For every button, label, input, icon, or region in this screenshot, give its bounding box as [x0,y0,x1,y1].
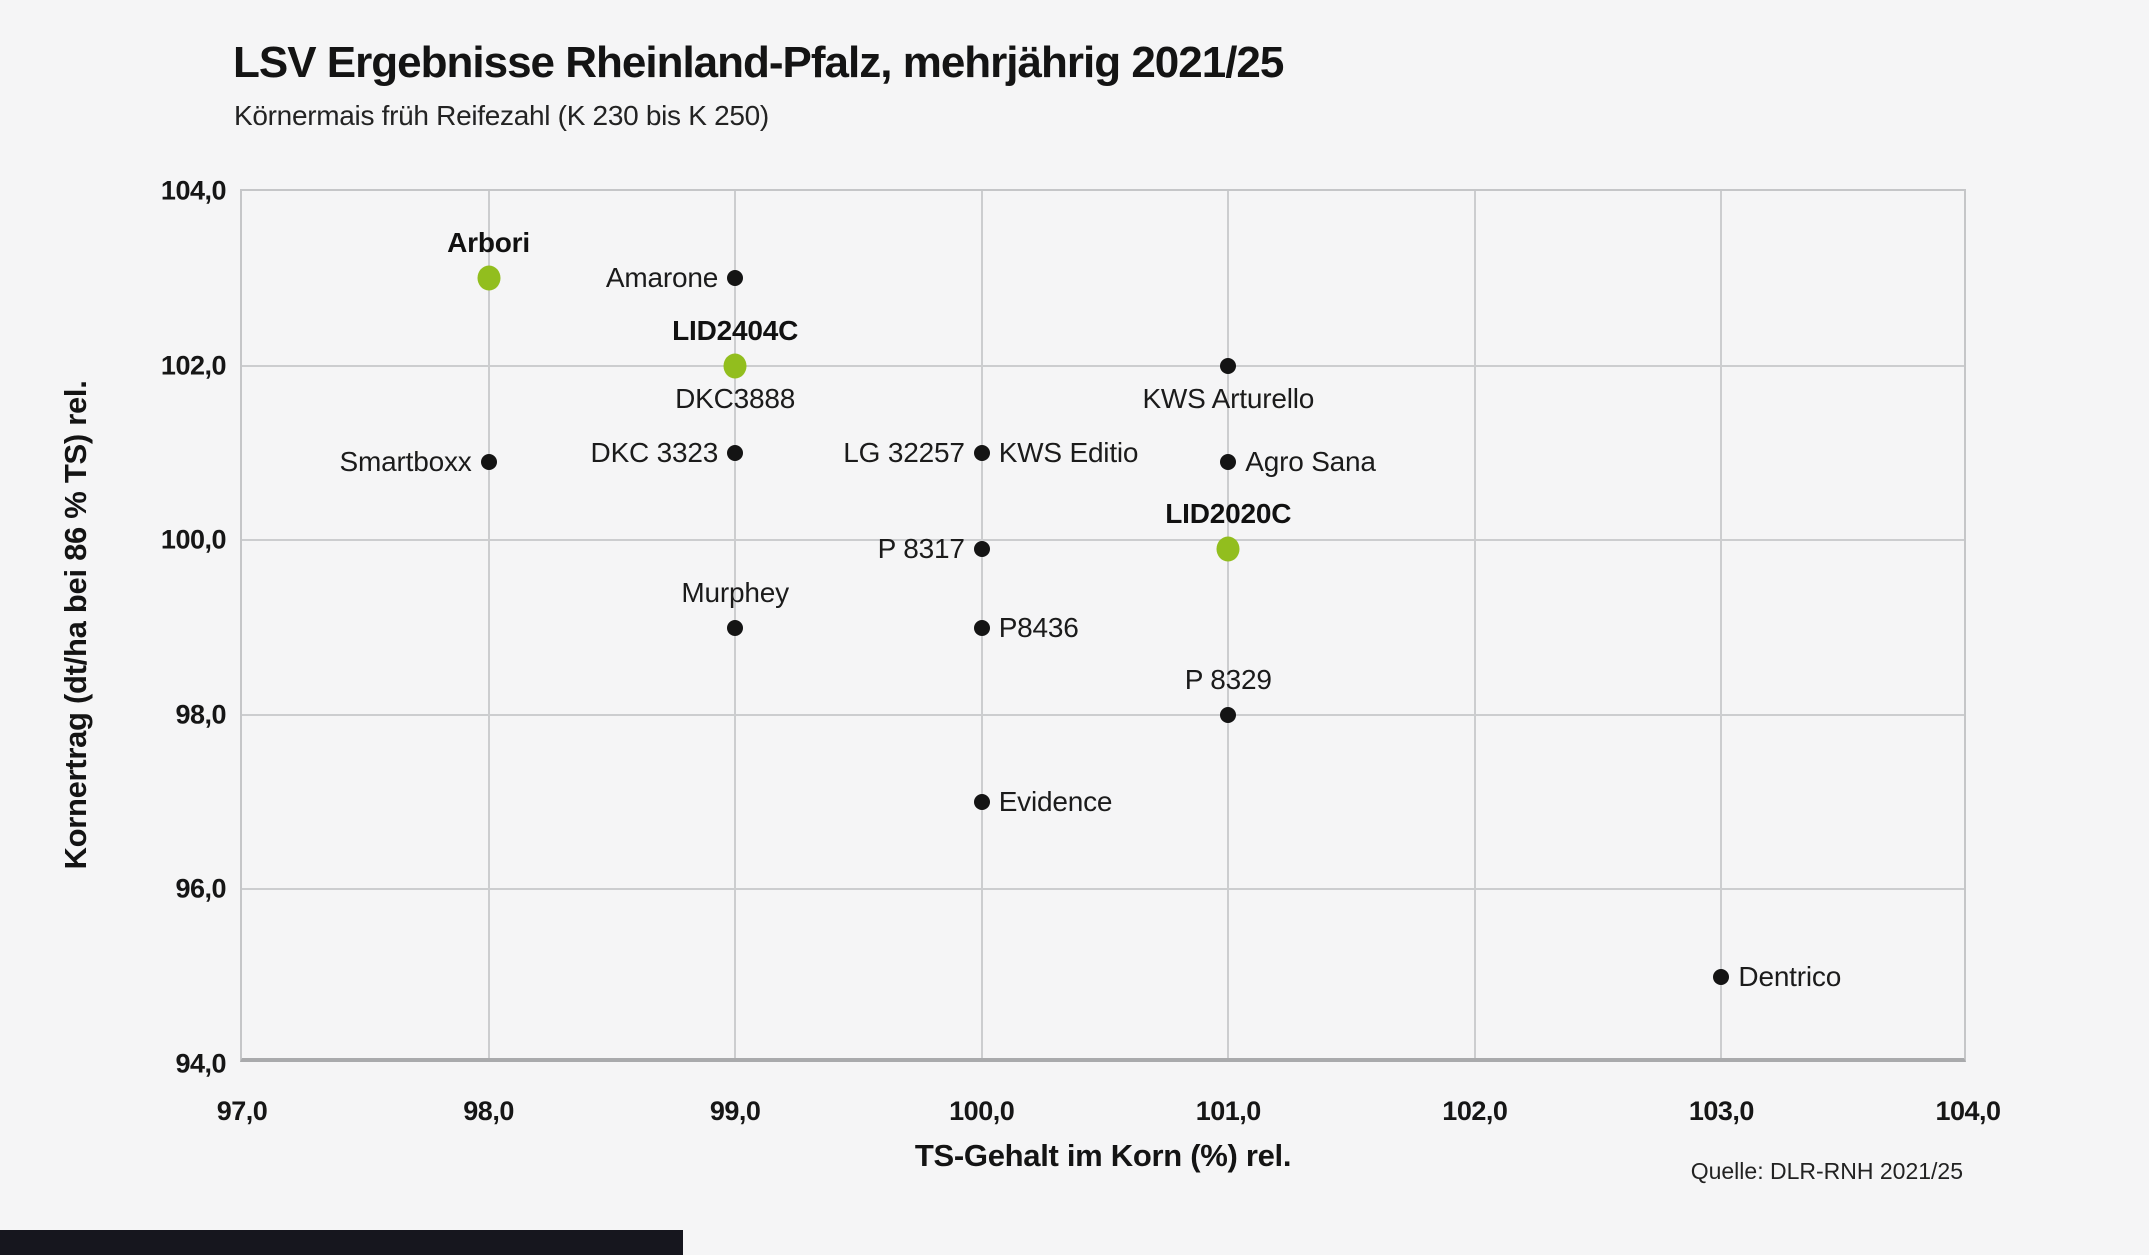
y-axis-title: Kornertrag (dt/ha bei 86 % TS) rel. [58,380,93,870]
y-tick-label: 98,0 [175,699,226,730]
point-label: LID2404C [672,314,799,346]
y-tick-label: 102,0 [160,350,227,381]
point-label: Smartboxx [339,445,472,477]
point-label: P8436 [998,611,1079,643]
x-tick-label: 101,0 [1195,1096,1262,1126]
point-label: Murphey [681,576,789,608]
chart-subtitle: Körnermais früh Reifezahl (K 230 bis K 2… [234,100,769,131]
point-label: LID2020C [1165,497,1292,529]
point-label: P 8329 [1184,663,1272,695]
scatter-point [723,353,747,379]
y-tick-label: 96,0 [175,873,226,904]
gridline-horizontal [242,539,1964,542]
scatter-point [973,444,990,461]
gridline-horizontal [242,888,1964,891]
scatter-point [973,619,990,636]
scatter-point [480,453,497,470]
gridline-vertical [1720,191,1723,1058]
point-label: Evidence [998,786,1113,818]
scatter-point [1220,357,1237,374]
gridline-vertical [1473,191,1476,1058]
point-label: DKC 3323 [590,436,719,468]
scatter-point [1216,536,1240,562]
point-label: Dentrico [1738,960,1842,992]
plot-area: 97,0 98,0 99,0 100,0 101,0 102,0 103,0 104,0 94,… [161,176,2001,1127]
y-tick-label: 104,0 [160,175,227,206]
point-label: P 8317 [877,532,965,564]
source-note: Quelle: DLR-RNH 2021/25 [1690,1158,1963,1184]
gridline-horizontal [242,713,1964,716]
chart-title: LSV Ergebnisse Rheinland-Pfalz, mehrjähr… [233,38,1284,87]
scatter-point [477,265,501,291]
x-tick-label: 97,0 [216,1096,268,1126]
scatter-point [1220,453,1237,470]
point-label: DKC3888 [675,382,796,414]
x-tick-label: 99,0 [709,1096,761,1126]
scatter-point [1713,968,1730,985]
point-label: KWS Arturello [1142,382,1315,414]
gridline-vertical [1227,191,1230,1058]
footer-bar [0,1230,683,1255]
gridline-horizontal [242,364,1964,367]
x-axis-title: TS-Gehalt im Korn (%) rel. [914,1138,1292,1173]
scatter-point [973,540,990,557]
y-tick-label: 94,0 [175,1048,226,1079]
x-tick-label: 102,0 [1442,1096,1508,1126]
gridline-vertical [487,191,490,1058]
x-tick-label: 100,0 [949,1096,1015,1126]
x-tick-label: 103,0 [1688,1096,1755,1126]
point-label: LG 32257 [843,436,965,468]
scatter-point [727,619,744,636]
scatter-point [1220,706,1237,723]
point-label: KWS Editio [998,436,1139,468]
scatter-point [727,444,744,461]
x-tick-label: 104,0 [1935,1096,2001,1126]
scatter-point [973,794,990,811]
point-label: Amarone [605,262,719,294]
scatter-point [727,270,744,287]
point-label: Arbori [447,227,530,259]
x-tick-label: 98,0 [463,1096,514,1126]
y-tick-label: 100,0 [160,524,227,555]
point-label: Agro Sana [1245,445,1376,477]
